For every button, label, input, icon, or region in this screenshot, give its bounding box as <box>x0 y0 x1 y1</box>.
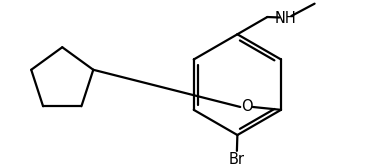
Text: Br: Br <box>229 153 244 167</box>
Text: O: O <box>240 98 252 114</box>
Text: NH: NH <box>275 11 296 26</box>
